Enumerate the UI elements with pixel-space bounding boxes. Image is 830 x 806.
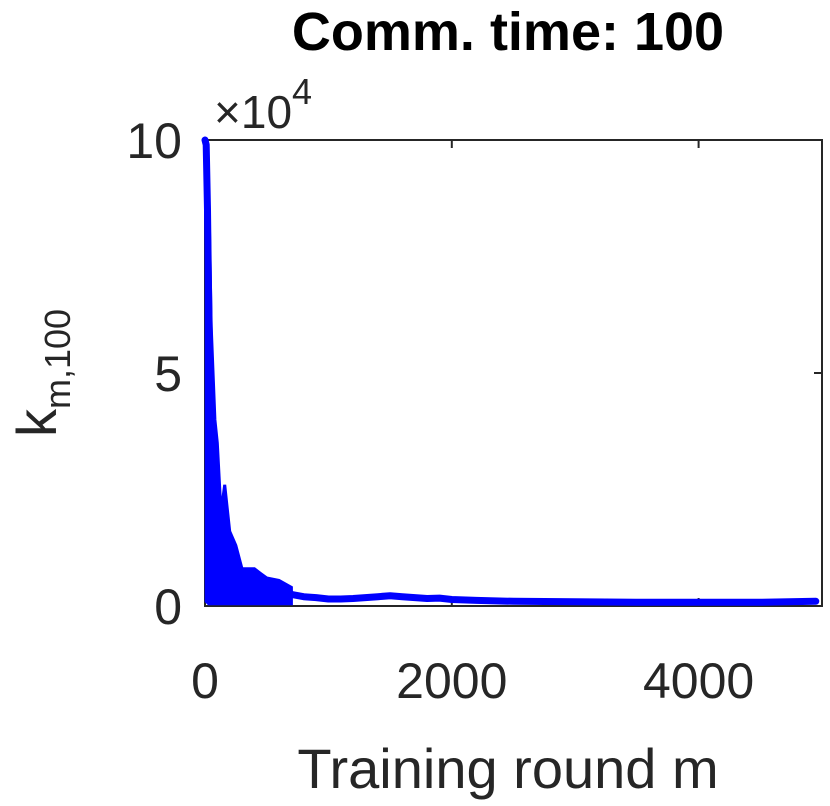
plot-area [201, 136, 823, 607]
chart-title: Comm. time: 100 [292, 2, 724, 62]
tick-marks [204, 139, 822, 607]
y-tick-labels: 0 5 10 [126, 113, 182, 635]
x-tick-label-0: 0 [191, 653, 219, 709]
y-axis-label-base: k [5, 408, 68, 437]
x-axis-label: Training round m [297, 737, 718, 800]
x-tick-label-1: 2000 [396, 653, 507, 709]
oscillation-envelope [204, 139, 293, 606]
x-tick-label-2: 4000 [643, 653, 754, 709]
plot-frame [204, 139, 823, 607]
y-tick-label-0: 0 [154, 579, 182, 635]
y-axis-label: km,100 [5, 309, 78, 437]
y-tick-label-1: 5 [154, 346, 182, 402]
y-exponent-power: 4 [292, 71, 312, 112]
y-exponent-prefix: ×10 [214, 86, 292, 138]
series-layer [201, 136, 820, 606]
y-tick-label-2: 10 [126, 113, 182, 169]
y-exponent-label: ×104 [214, 71, 312, 138]
x-tick-labels: 0 2000 4000 [191, 653, 754, 709]
series-line-0 [201, 136, 820, 606]
y-axis-label-subscript: m,100 [37, 309, 78, 409]
